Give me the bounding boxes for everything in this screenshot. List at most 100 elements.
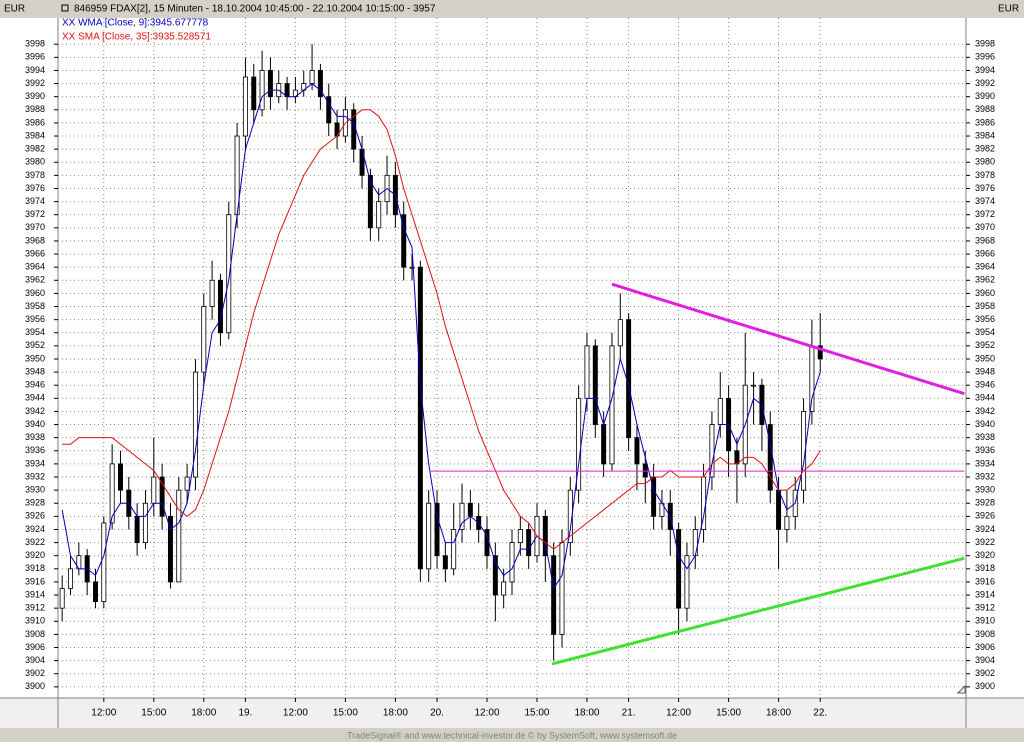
- candle-body: [217, 279, 223, 334]
- x-tick-label: 12:00: [666, 708, 691, 719]
- candle-body: [751, 384, 757, 387]
- currency-label: EUR: [4, 4, 25, 15]
- candle-body: [184, 476, 190, 491]
- candle-body: [434, 502, 440, 557]
- y-tick-label: 3988: [975, 104, 995, 114]
- candle-body: [409, 266, 415, 269]
- y-tick-label: 3998: [975, 39, 995, 49]
- y-tick-label: 3978: [25, 170, 45, 180]
- y-tick-label: 3968: [975, 235, 995, 245]
- candle-body: [59, 588, 65, 609]
- candle-body: [134, 515, 140, 543]
- y-tick-label: 3902: [25, 668, 45, 678]
- y-tick-label: 3930: [975, 485, 995, 495]
- candle-body: [151, 476, 157, 504]
- y-tick-label: 3952: [975, 340, 995, 350]
- candle-body: [101, 522, 107, 603]
- candle-body: [451, 529, 457, 570]
- candle-body: [609, 345, 615, 465]
- y-tick-label: 3988: [25, 104, 45, 114]
- chart-title: 846959 FDAX[2], 15 Minuten - 18.10.2004 …: [74, 4, 436, 15]
- y-tick-label: 3906: [975, 642, 995, 652]
- currency-label: EUR: [998, 4, 1019, 15]
- y-tick-label: 3930: [25, 485, 45, 495]
- y-tick-label: 3946: [25, 380, 45, 390]
- y-tick-label: 3952: [25, 340, 45, 350]
- candle-body: [709, 424, 715, 478]
- candle-body: [367, 174, 373, 229]
- y-tick-label: 3934: [975, 458, 995, 468]
- y-tick-label: 3944: [25, 393, 45, 403]
- candle-body: [526, 529, 532, 557]
- title-icon: [61, 4, 69, 12]
- y-tick-label: 3908: [25, 629, 45, 639]
- candle-body: [784, 515, 790, 530]
- y-tick-label: 3934: [25, 458, 45, 468]
- y-tick-label: 3970: [25, 222, 45, 232]
- plot: [58, 18, 966, 698]
- y-tick-label: 3916: [975, 576, 995, 586]
- y-tick-label: 3966: [975, 248, 995, 258]
- candle-body: [501, 581, 507, 596]
- x-tick-label: 19.: [238, 708, 252, 719]
- y-tick-label: 3928: [25, 498, 45, 508]
- y-tick-label: 3982: [25, 144, 45, 154]
- y-tick-label: 3980: [25, 157, 45, 167]
- x-tick-label: 18:00: [766, 708, 791, 719]
- y-tick-label: 3992: [25, 78, 45, 88]
- candle-body: [109, 463, 115, 524]
- y-tick-label: 3944: [975, 393, 995, 403]
- y-tick-label: 3906: [25, 642, 45, 652]
- x-tick-label: 15:00: [333, 708, 358, 719]
- y-tick-label: 3908: [975, 629, 995, 639]
- y-tick-label: 3918: [25, 563, 45, 573]
- y-tick-label: 3912: [975, 603, 995, 613]
- y-tick-label: 3984: [975, 130, 995, 140]
- y-tick-label: 3924: [975, 524, 995, 534]
- x-tick-label: 15:00: [141, 708, 166, 719]
- candle-body: [201, 306, 207, 373]
- x-tick-label: 12:00: [91, 708, 116, 719]
- y-tick-label: 3928: [975, 498, 995, 508]
- candle-body: [284, 83, 290, 98]
- x-tick-label: 12:00: [283, 708, 308, 719]
- candle-body: [467, 502, 473, 517]
- trendline: [611, 282, 965, 396]
- x-tick-label: 20.: [430, 708, 444, 719]
- y-tick-label: 3902: [975, 668, 995, 678]
- y-tick-label: 3946: [975, 380, 995, 390]
- x-tick-label: 18:00: [383, 708, 408, 719]
- x-tick-label: 18:00: [574, 708, 599, 719]
- x-tick-label: 15:00: [716, 708, 741, 719]
- x-tick-label: 21.: [622, 708, 636, 719]
- candle-body: [442, 555, 448, 570]
- y-tick-label: 3900: [975, 681, 995, 691]
- legend-entry: XX WMA [Close, 9]:3945.677778: [62, 18, 209, 29]
- y-tick-label: 3960: [25, 288, 45, 298]
- y-tick-label: 3966: [25, 248, 45, 258]
- y-tick-label: 3994: [25, 65, 45, 75]
- candle-body: [517, 529, 523, 543]
- candle-body: [692, 529, 698, 557]
- y-tick-label: 3954: [975, 327, 995, 337]
- trendline: [551, 556, 965, 666]
- candle-body: [459, 502, 465, 530]
- y-tick-label: 3990: [975, 91, 995, 101]
- y-tick-label: 3996: [25, 52, 45, 62]
- y-tick-label: 3942: [975, 406, 995, 416]
- candle-body: [734, 450, 740, 465]
- candle-body: [326, 96, 332, 124]
- corner-icon: [956, 684, 966, 694]
- y-tick-label: 3940: [975, 419, 995, 429]
- y-tick-label: 3916: [25, 576, 45, 586]
- candle-body: [642, 463, 648, 478]
- y-tick-label: 3922: [25, 537, 45, 547]
- y-tick-label: 3942: [25, 406, 45, 416]
- indicator-line: [61, 82, 821, 590]
- candle-body: [192, 371, 198, 478]
- candle-body: [267, 70, 273, 98]
- candle-body: [617, 319, 623, 347]
- candle-body: [509, 542, 515, 583]
- indicator-line: [62, 109, 821, 550]
